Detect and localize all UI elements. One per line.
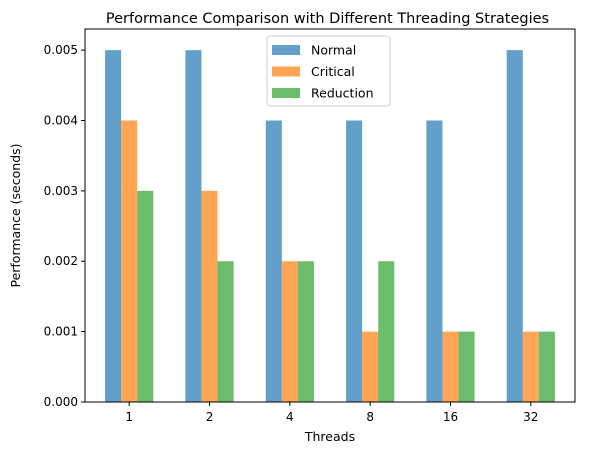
y-tick-label: 0.004 [44, 113, 78, 127]
y-tick-label: 0.000 [44, 395, 78, 409]
bar-reduction-32 [538, 331, 555, 402]
y-axis: 0.000 0.001 0.002 0.003 0.004 0.005 [44, 43, 85, 409]
legend: Normal Critical Reduction [266, 35, 391, 107]
bar-normal-4 [265, 120, 282, 402]
x-tick-label: 16 [443, 410, 458, 424]
bar-reduction-4 [297, 261, 314, 402]
bar-critical-4 [281, 261, 298, 402]
x-tick-label: 1 [125, 410, 133, 424]
legend-swatch-normal [272, 45, 300, 55]
bar-reduction-16 [458, 331, 475, 402]
x-tick-label: 32 [523, 410, 538, 424]
bar-normal-1 [105, 50, 122, 402]
x-tick-label: 4 [286, 410, 294, 424]
legend-label-critical: Critical [311, 64, 355, 79]
y-axis-label: Performance (seconds) [8, 143, 23, 287]
y-tick-label: 0.003 [44, 184, 78, 198]
chart-title: Performance Comparison with Different Th… [106, 11, 549, 27]
y-tick-label: 0.002 [44, 254, 78, 268]
legend-swatch-reduction [272, 88, 300, 98]
legend-swatch-critical [272, 66, 300, 77]
y-tick-label: 0.001 [44, 325, 78, 339]
bars-group [105, 50, 555, 402]
x-axis-label: Threads [304, 429, 355, 444]
bar-reduction-1 [137, 190, 154, 402]
legend-label-reduction: Reduction [311, 86, 374, 101]
bar-normal-32 [506, 50, 523, 402]
bar-normal-8 [346, 120, 363, 402]
bar-critical-32 [522, 331, 539, 402]
bar-critical-8 [362, 331, 379, 402]
y-tick-label: 0.005 [44, 43, 78, 57]
bar-reduction-8 [378, 261, 395, 402]
x-tick-label: 8 [366, 410, 374, 424]
bar-normal-2 [185, 50, 202, 402]
bar-critical-2 [201, 190, 218, 402]
x-axis: 1 2 4 8 16 32 [125, 402, 538, 424]
bar-reduction-2 [217, 261, 234, 402]
legend-label-normal: Normal [311, 43, 356, 58]
x-tick-label: 2 [206, 410, 214, 424]
bar-critical-16 [442, 331, 459, 402]
plot-area-frame [84, 28, 576, 403]
bar-normal-16 [426, 120, 443, 402]
bar-critical-1 [121, 120, 138, 402]
